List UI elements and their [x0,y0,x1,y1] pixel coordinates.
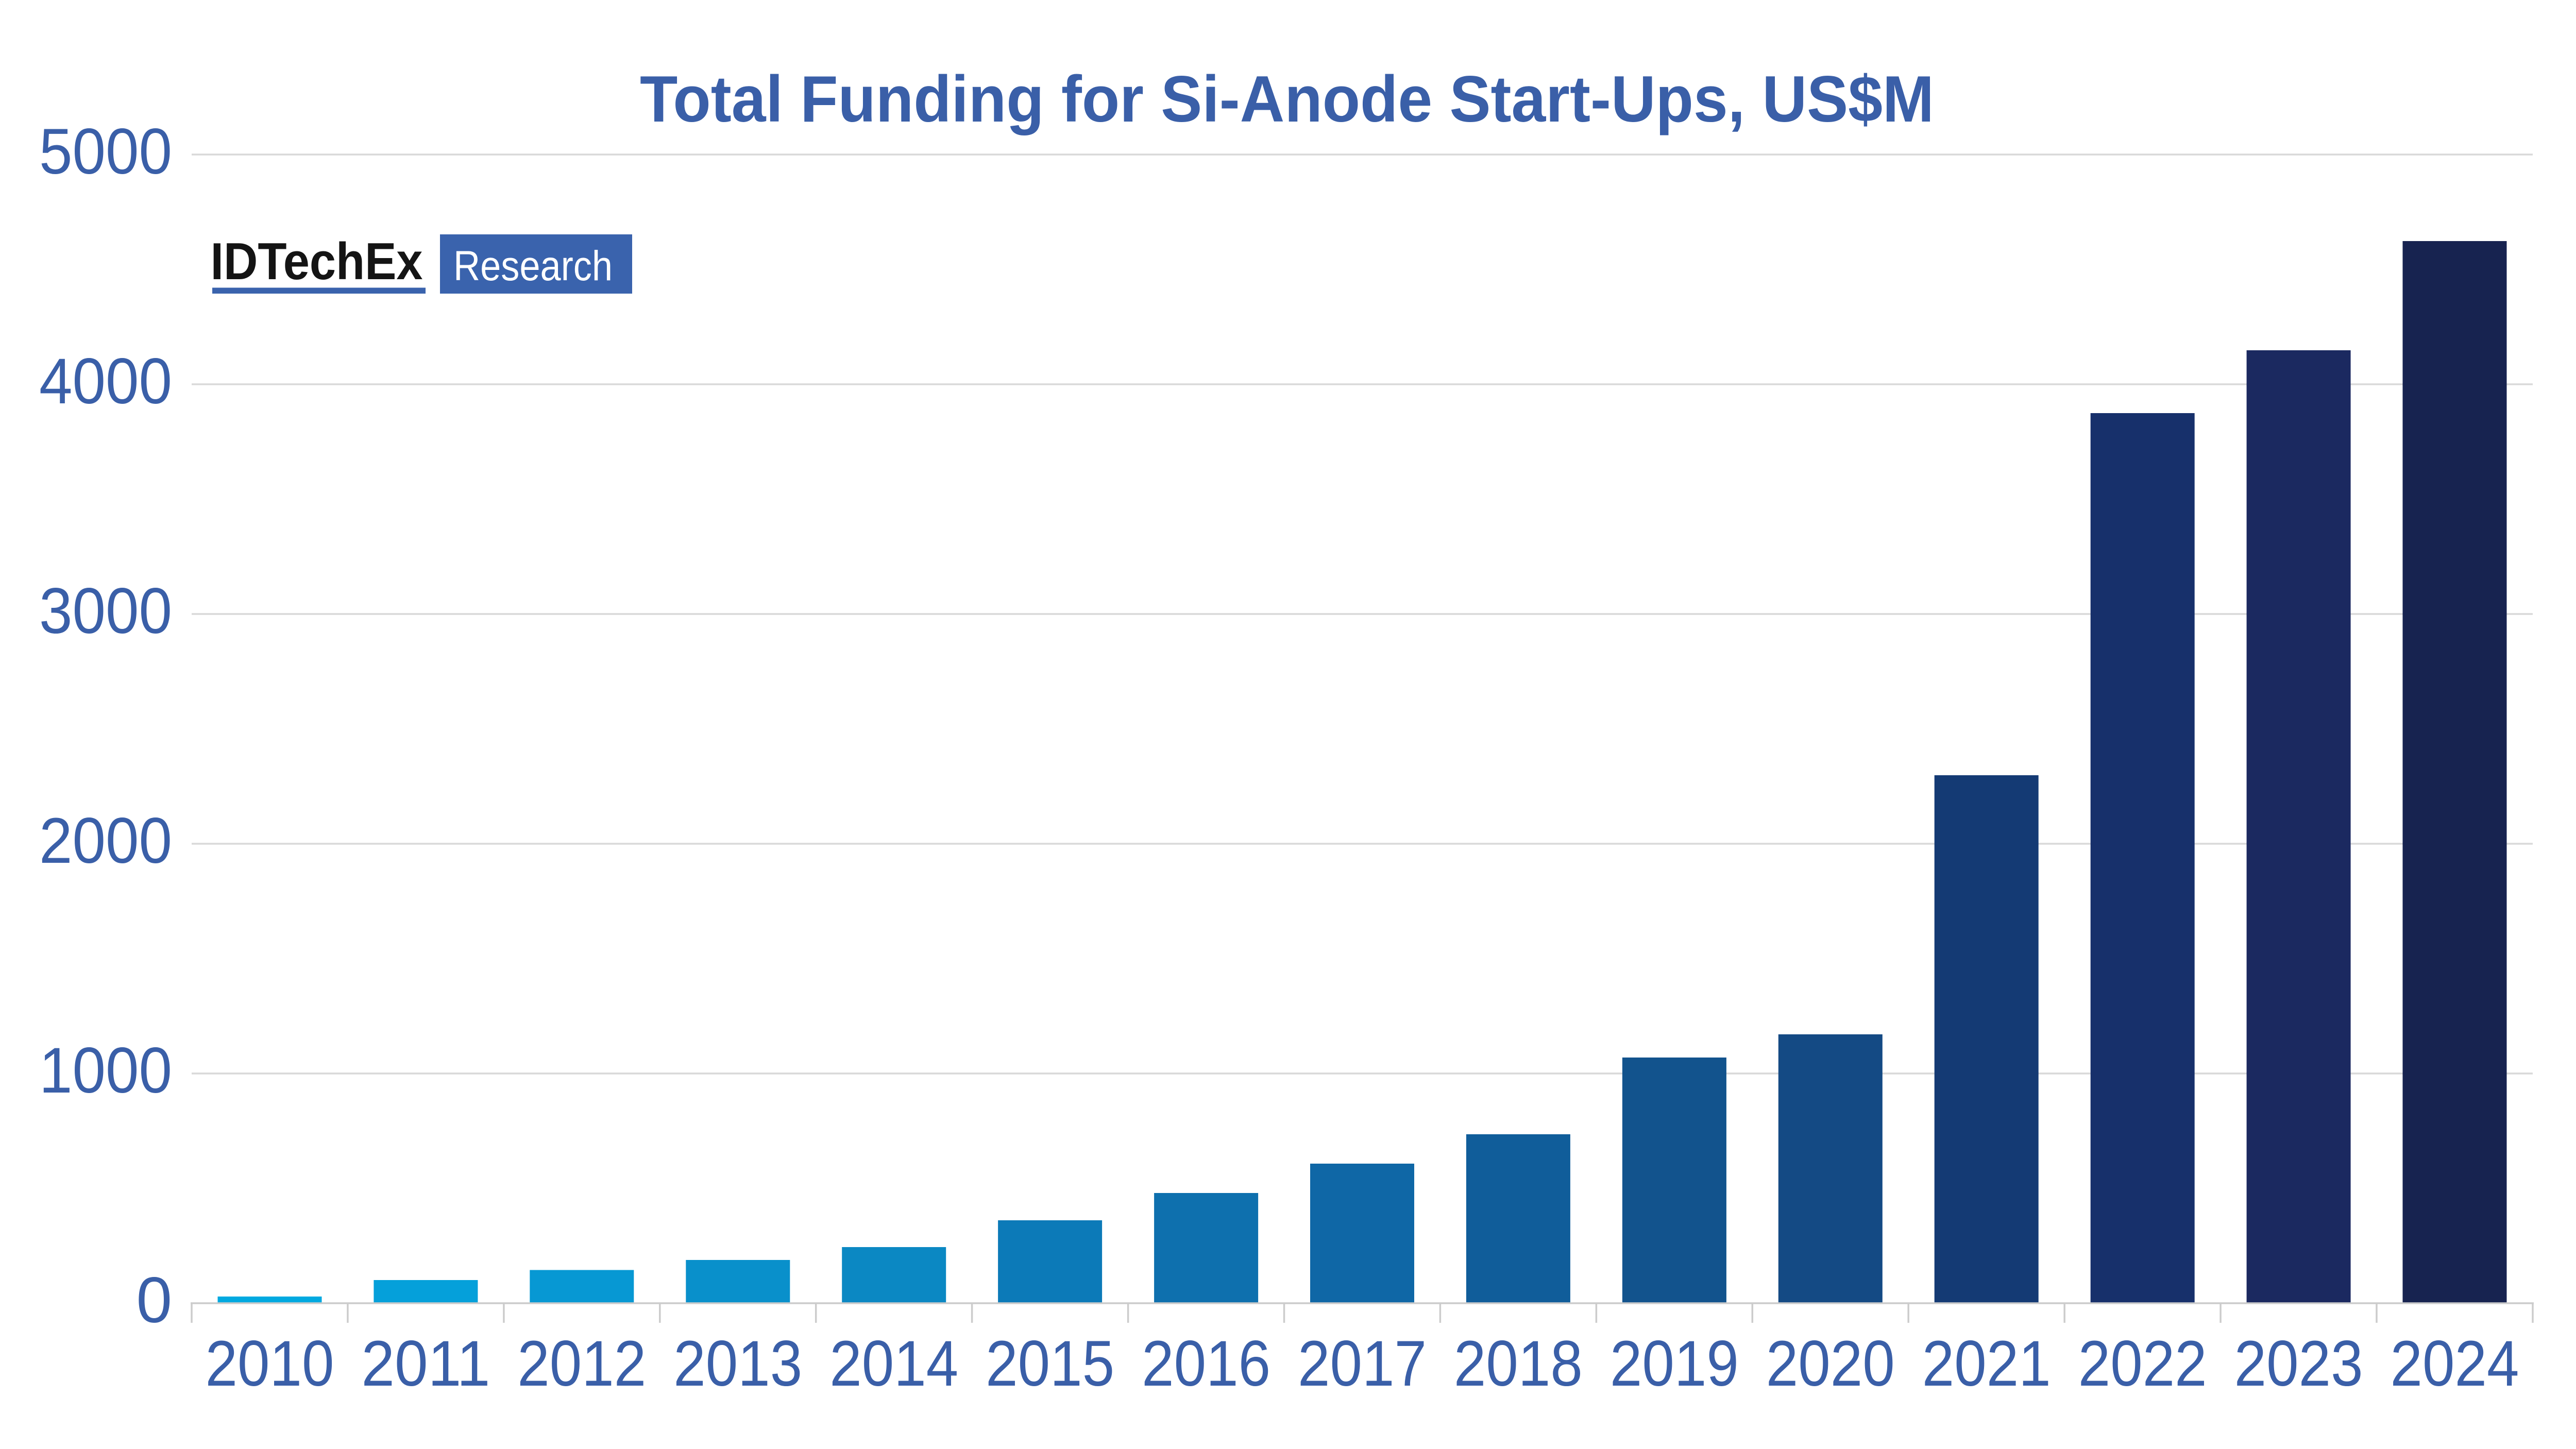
svg-text:2016: 2016 [1142,1328,1270,1400]
svg-text:2022: 2022 [2078,1328,2207,1400]
svg-text:2017: 2017 [1298,1328,1427,1400]
svg-text:2010: 2010 [206,1328,334,1400]
svg-text:2024: 2024 [2391,1328,2519,1400]
svg-text:1000: 1000 [39,1035,172,1106]
svg-text:0: 0 [136,1265,172,1336]
svg-text:2011: 2011 [361,1328,490,1400]
svg-text:2012: 2012 [517,1328,646,1400]
svg-text:2019: 2019 [1610,1328,1739,1400]
svg-text:2021: 2021 [1922,1328,2051,1400]
svg-text:2020: 2020 [1766,1328,1895,1400]
svg-text:4000: 4000 [39,346,172,417]
svg-text:2015: 2015 [986,1328,1114,1400]
svg-text:3000: 3000 [39,575,172,647]
svg-text:2000: 2000 [39,805,172,877]
svg-text:IDTechEx: IDTechEx [211,233,423,291]
svg-text:2018: 2018 [1454,1328,1583,1400]
svg-text:Total Funding for Si-Anode Sta: Total Funding for Si-Anode Start-Ups, US… [640,62,1934,135]
svg-text:5000: 5000 [39,116,172,187]
svg-text:Research: Research [453,243,613,289]
svg-text:2023: 2023 [2234,1328,2363,1400]
svg-text:2013: 2013 [673,1328,802,1400]
svg-text:2014: 2014 [829,1328,958,1400]
